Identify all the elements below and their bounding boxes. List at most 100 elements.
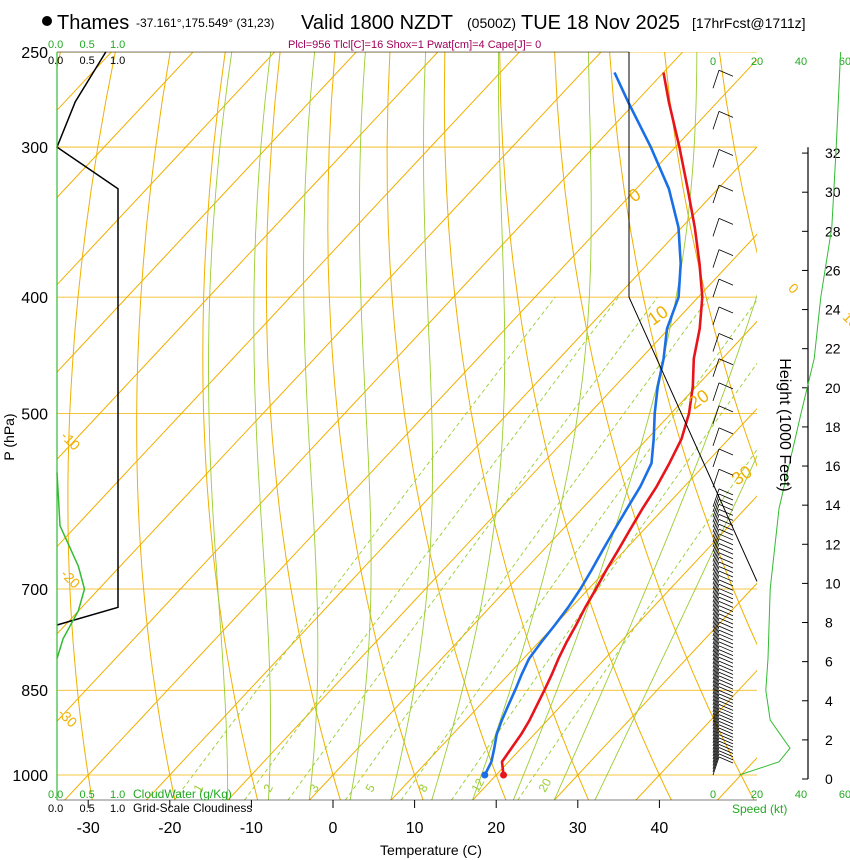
dry-adiabat [67, 52, 116, 800]
wind-barb-flag [718, 583, 734, 591]
dry-adiabat [664, 52, 757, 468]
cloudwater-scale-bottom: 1.0 [110, 789, 125, 801]
mixing-ratio-label: 2 [260, 781, 276, 794]
mixing-ratio-label: 20 [535, 776, 554, 795]
x-axis-title: Temperature (C) [380, 842, 482, 858]
pressure-tick-label: 500 [21, 407, 48, 424]
wind-barb [712, 504, 720, 523]
wind-barb-flag [718, 686, 734, 694]
wind-barb [712, 621, 720, 641]
wind-barb [712, 552, 720, 571]
cloudwater-scale-top: 1.0 [110, 39, 125, 51]
wind-barb-flag [718, 707, 734, 715]
wind-barb-flag [718, 561, 734, 569]
wind-barb-flag [718, 664, 734, 672]
height-tick-label: 4 [825, 693, 833, 709]
pressure-tick-label: 850 [21, 683, 48, 700]
wind-barb [712, 675, 720, 695]
wind-barb [712, 533, 720, 553]
wind-barb [712, 592, 720, 611]
plot-boundary [628, 52, 758, 582]
dry-adiabat [327, 52, 424, 800]
wind-barb-flag [718, 493, 734, 501]
temperature-tick-label: 10 [406, 820, 424, 837]
wind-barb-flag [718, 613, 734, 621]
wind-barb [712, 601, 720, 620]
wind-barb [712, 570, 720, 590]
wind-barb-flag [718, 671, 734, 679]
wind-barb-flag [718, 734, 734, 741]
wind-barb [712, 721, 720, 740]
wind-barb [712, 645, 720, 664]
wind-barb-flag [718, 629, 734, 637]
wind-barb [712, 724, 720, 743]
isotherm [472, 495, 757, 800]
wind-barb-flag [718, 717, 734, 725]
wind-speed-tick-bottom: 0 [710, 789, 716, 801]
wind-barb [712, 737, 720, 757]
dry-adiabat [499, 52, 672, 800]
cloudiness-scale-top: 0.5 [80, 55, 95, 67]
wind-barb-flag [718, 617, 734, 625]
y-axis-title: P (hPa) [1, 413, 17, 460]
wind-barb [712, 649, 720, 668]
wind-barb [712, 756, 720, 776]
wind-barb-flag [718, 675, 734, 683]
wind-barb-flag [718, 547, 734, 555]
mixing-ratio-line [244, 296, 619, 800]
wind-barb-flag [718, 69, 734, 77]
wind-speed-tick-top: 0 [710, 56, 716, 68]
wind-barb [712, 664, 720, 683]
wind-barb [712, 579, 720, 598]
wind-barb-flag [718, 605, 734, 612]
cloudiness-scale-bottom: 0.0 [48, 803, 63, 815]
wind-barb-flag [718, 333, 734, 340]
wind-barb-flag [718, 503, 734, 511]
wind-barb-flag [718, 693, 734, 701]
temperature-tick-label: -20 [158, 820, 181, 837]
wind-barb [712, 149, 720, 168]
isotherm-label: 0 [785, 280, 802, 297]
wind-barb-flag [718, 552, 734, 560]
wind-barb-flag [718, 753, 734, 761]
temperature-line-surface-point [500, 771, 508, 779]
wind-barb [712, 690, 720, 709]
wind-barb [712, 543, 720, 562]
station-name: Thames [57, 12, 129, 34]
dry-adiabat [265, 52, 341, 800]
isotherm [57, 52, 357, 373]
height-tick-label: 30 [825, 184, 841, 200]
wind-barb [712, 747, 720, 766]
wind-barb [712, 734, 720, 753]
wind-barb-flag [718, 592, 734, 600]
wind-barb [712, 672, 720, 691]
height-tick-label: 28 [825, 223, 841, 239]
forecast-info: [17hrFcst@1711z] [692, 15, 806, 31]
wind-barb-flag [718, 641, 734, 649]
wind-barb-flag [718, 528, 734, 536]
wind-barb-flag [718, 730, 734, 738]
wind-barb [712, 488, 720, 507]
wind-barb-flag [718, 750, 734, 758]
dry-adiabat [609, 52, 757, 646]
wind-barb [712, 382, 720, 401]
wind-barb [712, 448, 720, 468]
height-tick-label: 24 [825, 302, 841, 318]
isotherm [57, 52, 439, 460]
mixing-ratio-label: 5 [362, 781, 378, 794]
wind-barb [712, 333, 720, 352]
wind-speed-tick-top: 20 [751, 56, 763, 68]
cloudiness-scale-bottom: 0.5 [80, 803, 95, 815]
wind-barb-flag [718, 710, 734, 718]
wind-barb-flag [718, 637, 734, 645]
isotherm [57, 52, 520, 548]
temperature-tick-label: 40 [651, 820, 669, 837]
wind-barb-flag [718, 727, 734, 735]
wind-barb-flag [718, 543, 734, 550]
station-dot [42, 16, 52, 26]
temperature-tick-label: 30 [569, 820, 587, 837]
valid-date: TUE 18 Nov 2025 [521, 12, 680, 34]
wind-barb [712, 625, 720, 645]
wind-barb-flag [718, 184, 734, 192]
station-coords: -37.161°,175.549° (31,23) [136, 16, 274, 30]
